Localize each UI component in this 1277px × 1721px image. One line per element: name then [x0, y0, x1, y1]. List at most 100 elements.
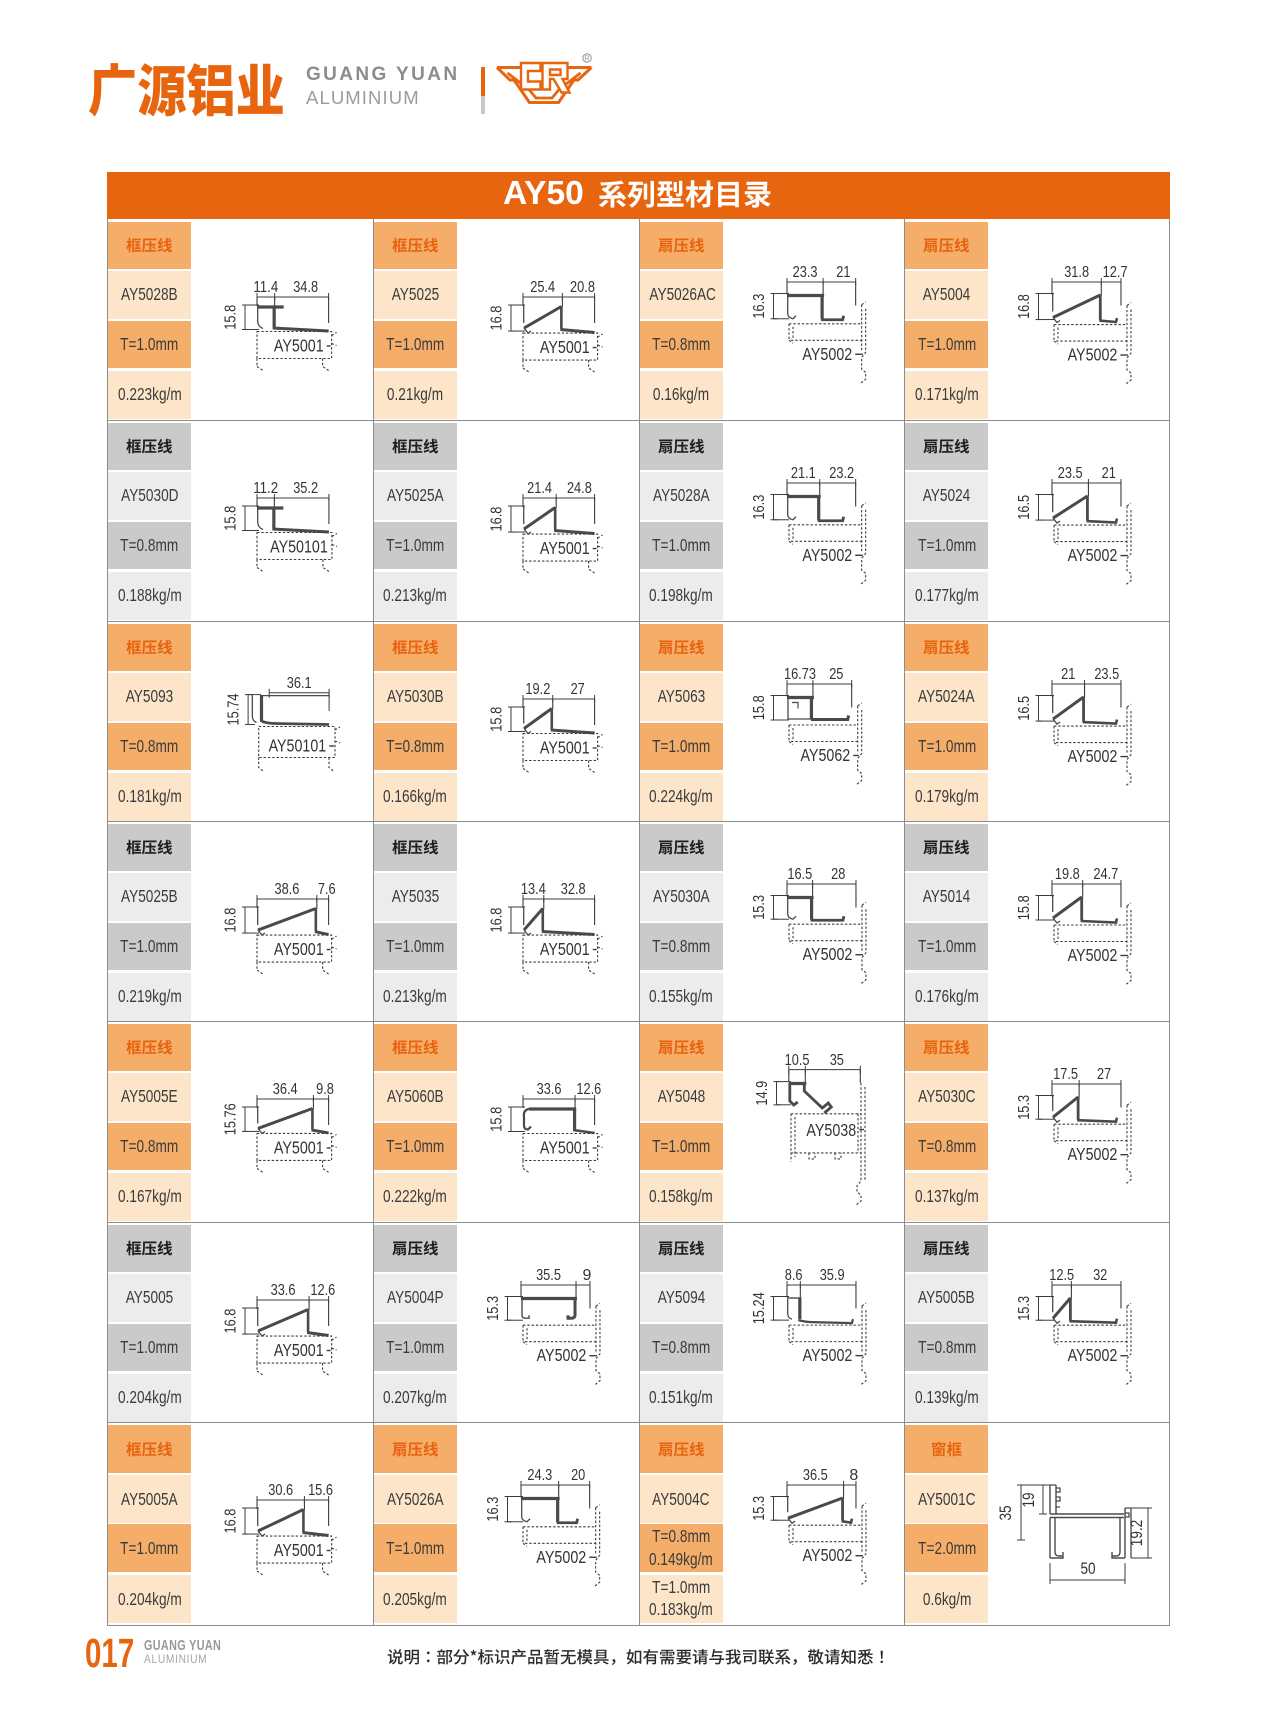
svg-text:16.8: 16.8 [223, 1508, 240, 1533]
svg-text:27: 27 [1097, 1066, 1111, 1083]
svg-text:16.3: 16.3 [485, 1497, 502, 1522]
svg-text:11.2: 11.2 [253, 480, 278, 497]
svg-text:R: R [584, 54, 590, 63]
svg-text:AY5002: AY5002 [802, 944, 852, 964]
svg-text:15.8: 15.8 [223, 506, 240, 531]
svg-text:35: 35 [829, 1052, 843, 1069]
svg-text:13.4: 13.4 [521, 881, 546, 898]
svg-text:16.8: 16.8 [223, 907, 240, 932]
svg-text:12.6: 12.6 [576, 1081, 601, 1098]
svg-text:16.5: 16.5 [787, 866, 812, 883]
svg-text:AY5062: AY5062 [800, 745, 850, 765]
svg-text:23.5: 23.5 [1058, 465, 1083, 482]
svg-text:36.1: 36.1 [287, 675, 312, 692]
svg-text:AY5038: AY5038 [806, 1120, 856, 1140]
svg-text:19.2: 19.2 [525, 681, 550, 698]
svg-text:AY5002: AY5002 [1068, 345, 1118, 365]
svg-text:AY5001: AY5001 [540, 1137, 590, 1157]
svg-text:AY5002: AY5002 [1068, 1345, 1118, 1365]
svg-text:15.76: 15.76 [223, 1103, 240, 1135]
svg-text:16.3: 16.3 [751, 294, 768, 319]
svg-text:AY50101: AY50101 [270, 536, 328, 556]
svg-text:32.8: 32.8 [560, 881, 585, 898]
svg-text:AY5001: AY5001 [274, 1340, 324, 1360]
svg-text:21.1: 21.1 [790, 465, 815, 482]
svg-text:34.8: 34.8 [293, 279, 318, 296]
svg-text:25: 25 [829, 666, 843, 683]
svg-text:16.8: 16.8 [223, 1308, 240, 1333]
svg-text:15.3: 15.3 [751, 895, 768, 920]
svg-text:AY5001: AY5001 [540, 939, 590, 959]
svg-text:AY5002: AY5002 [536, 1345, 586, 1365]
svg-text:17.5: 17.5 [1053, 1066, 1078, 1083]
svg-text:AY5002: AY5002 [802, 1345, 852, 1365]
svg-text:AY5001: AY5001 [540, 538, 590, 558]
svg-text:19.2: 19.2 [1127, 1520, 1146, 1547]
svg-text:AY5002: AY5002 [1068, 945, 1118, 965]
svg-text:35.5: 35.5 [536, 1267, 561, 1284]
svg-text:AY5002: AY5002 [1068, 746, 1118, 766]
svg-text:36.4: 36.4 [273, 1081, 298, 1098]
svg-text:21: 21 [836, 264, 850, 281]
svg-text:9: 9 [582, 1267, 591, 1284]
svg-text:16.8: 16.8 [1016, 294, 1033, 319]
svg-text:21: 21 [1061, 666, 1075, 683]
svg-text:15.8: 15.8 [1016, 895, 1033, 920]
svg-text:15.8: 15.8 [488, 707, 505, 732]
svg-text:AY50101: AY50101 [269, 736, 327, 756]
svg-text:19: 19 [1019, 1492, 1038, 1507]
svg-text:25.4: 25.4 [530, 279, 555, 296]
svg-text:AY5001: AY5001 [540, 737, 590, 757]
svg-text:16.5: 16.5 [1016, 495, 1033, 520]
svg-text:23.5: 23.5 [1095, 666, 1120, 683]
svg-text:16.8: 16.8 [488, 506, 505, 531]
svg-text:23.3: 23.3 [792, 264, 817, 281]
svg-text:AY5002: AY5002 [802, 344, 852, 364]
svg-text:12.7: 12.7 [1103, 264, 1128, 281]
svg-text:32: 32 [1093, 1267, 1107, 1284]
svg-text:8: 8 [849, 1467, 858, 1484]
svg-text:24.8: 24.8 [567, 480, 592, 497]
svg-text:21: 21 [1102, 465, 1116, 482]
svg-text:8.6: 8.6 [784, 1267, 802, 1284]
svg-text:AY5001: AY5001 [540, 337, 590, 357]
svg-text:33.6: 33.6 [271, 1282, 296, 1299]
svg-text:24.3: 24.3 [527, 1467, 552, 1484]
svg-text:15.24: 15.24 [751, 1292, 768, 1324]
svg-text:15.3: 15.3 [1016, 1095, 1033, 1120]
svg-text:15.3: 15.3 [485, 1296, 502, 1321]
svg-text:20: 20 [571, 1467, 585, 1484]
svg-text:12.6: 12.6 [310, 1282, 335, 1299]
svg-text:23.2: 23.2 [829, 465, 854, 482]
svg-text:7.6: 7.6 [318, 881, 336, 898]
svg-text:50: 50 [1081, 1559, 1096, 1578]
svg-text:16.73: 16.73 [783, 666, 815, 683]
svg-text:16.3: 16.3 [751, 495, 768, 520]
svg-text:14.9: 14.9 [754, 1081, 771, 1106]
svg-text:19.8: 19.8 [1055, 866, 1080, 883]
svg-text:12.5: 12.5 [1049, 1267, 1074, 1284]
svg-text:AY5002: AY5002 [536, 1547, 586, 1567]
svg-text:AY5001: AY5001 [274, 335, 324, 355]
svg-text:28: 28 [831, 866, 845, 883]
svg-text:AY5002: AY5002 [1068, 545, 1118, 565]
svg-text:35.2: 35.2 [293, 480, 318, 497]
svg-text:16.8: 16.8 [488, 907, 505, 932]
svg-text:AY5001: AY5001 [274, 1137, 324, 1157]
svg-text:AY5002: AY5002 [1068, 1144, 1118, 1164]
svg-text:21.4: 21.4 [527, 480, 552, 497]
svg-text:36.5: 36.5 [802, 1467, 827, 1484]
svg-text:33.6: 33.6 [536, 1081, 561, 1098]
svg-text:15.8: 15.8 [223, 305, 240, 330]
svg-text:35: 35 [996, 1505, 1015, 1520]
svg-text:AY5001: AY5001 [274, 1540, 324, 1560]
svg-text:10.5: 10.5 [784, 1052, 809, 1069]
svg-text:20.8: 20.8 [570, 279, 595, 296]
svg-text:15.74: 15.74 [226, 693, 243, 725]
svg-text:16.5: 16.5 [1016, 696, 1033, 721]
svg-text:31.8: 31.8 [1064, 264, 1089, 281]
svg-text:11.4: 11.4 [253, 279, 278, 296]
svg-text:30.6: 30.6 [268, 1482, 293, 1499]
svg-text:15.3: 15.3 [1016, 1296, 1033, 1321]
svg-text:16.8: 16.8 [488, 305, 505, 330]
